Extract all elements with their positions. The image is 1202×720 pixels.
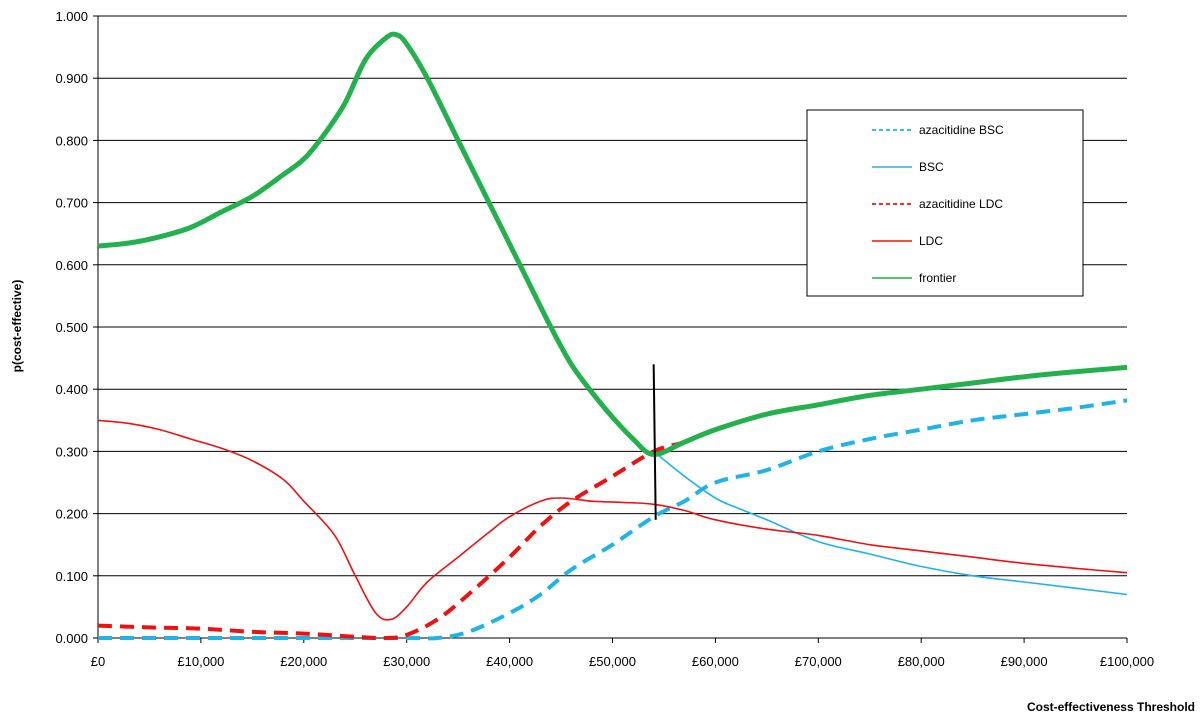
axes bbox=[93, 15, 1128, 643]
x-tick-label: £90,000 bbox=[1001, 654, 1048, 669]
y-tick-label: 0.000 bbox=[55, 631, 88, 646]
legend-label-bsc: BSC bbox=[919, 160, 944, 174]
legend-label-ldc: LDC bbox=[919, 234, 943, 248]
annotations bbox=[652, 364, 657, 520]
legend-label-frontier: frontier bbox=[919, 271, 956, 285]
y-tick-label: 1.000 bbox=[55, 9, 88, 24]
y-tick-label: 0.100 bbox=[55, 569, 88, 584]
y-tick-label: 0.600 bbox=[55, 258, 88, 273]
x-tick-label: £0 bbox=[91, 654, 105, 669]
y-tick-label: 0.800 bbox=[55, 133, 88, 148]
y-tick-label: 0.500 bbox=[55, 320, 88, 335]
series-line-ldc bbox=[97, 419, 1128, 621]
series-line-bsc bbox=[653, 450, 1128, 596]
y-tick-label: 0.200 bbox=[55, 507, 88, 522]
legend-label-azacitidine-ldc: azacitidine LDC bbox=[919, 197, 1003, 211]
series-line-azacitidine-bsc bbox=[97, 398, 1128, 641]
y-tick-label: 0.300 bbox=[55, 444, 88, 459]
y-tick-label: 0.400 bbox=[55, 382, 88, 397]
x-tick-label: £40,000 bbox=[486, 654, 533, 669]
tick-labels: 0.000 0.100 0.200 0.300 0.400 0.500 0.600 0.700… bbox=[55, 9, 1154, 669]
y-axis-title: p(cost-effective) bbox=[10, 280, 24, 373]
gridlines bbox=[98, 15, 1127, 577]
y-tick-label: 0.700 bbox=[55, 196, 88, 211]
x-tick-label: £10,000 bbox=[177, 654, 224, 669]
legend-box bbox=[806, 109, 1084, 297]
x-tick-label: £50,000 bbox=[589, 654, 636, 669]
x-axis-title: Cost-effectiveness Threshold bbox=[1027, 700, 1195, 714]
x-tick-label: £60,000 bbox=[692, 654, 739, 669]
legend: azacitidine BSC BSC azacitidine LDC LDC fron… bbox=[806, 109, 1084, 297]
series-line-azacitidine-ldc bbox=[97, 365, 1128, 641]
threshold-marker-line bbox=[652, 364, 657, 520]
series-line-frontier bbox=[97, 31, 1128, 457]
x-tick-label: £20,000 bbox=[280, 654, 327, 669]
x-tick-label: £100,000 bbox=[1100, 654, 1154, 669]
x-tick-label: £70,000 bbox=[795, 654, 842, 669]
legend-label-azacitidine-bsc: azacitidine BSC bbox=[919, 123, 1004, 137]
y-tick-label: 0.900 bbox=[55, 71, 88, 86]
legend-items: azacitidine BSC BSC azacitidine LDC LDC fron… bbox=[872, 123, 1004, 285]
series-lines bbox=[97, 31, 1128, 641]
x-tick-label: £80,000 bbox=[898, 654, 945, 669]
x-tick-label: £30,000 bbox=[383, 654, 430, 669]
